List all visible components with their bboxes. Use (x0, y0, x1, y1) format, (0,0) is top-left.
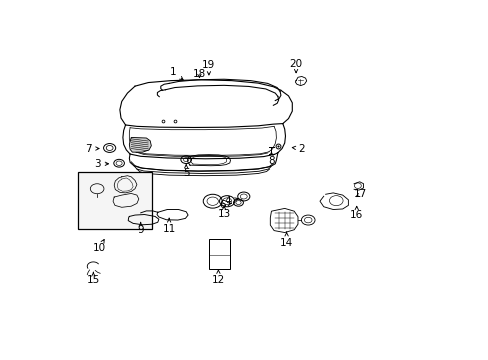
Text: 14: 14 (280, 232, 293, 248)
Text: 20: 20 (289, 59, 302, 73)
Text: 2: 2 (292, 144, 305, 153)
Text: 16: 16 (349, 206, 363, 220)
Text: 5: 5 (183, 165, 189, 179)
Text: 6: 6 (219, 201, 231, 210)
Text: 9: 9 (137, 222, 144, 235)
Text: 17: 17 (353, 189, 366, 199)
Text: 3: 3 (94, 159, 108, 169)
Text: 15: 15 (86, 273, 100, 285)
Text: 12: 12 (211, 270, 224, 285)
Text: 11: 11 (162, 218, 175, 234)
Polygon shape (129, 138, 151, 152)
Text: 10: 10 (92, 239, 105, 253)
Bar (78, 172, 152, 229)
Bar (208, 239, 229, 269)
Text: 13: 13 (217, 206, 230, 219)
Text: 8: 8 (267, 152, 274, 166)
Text: 4: 4 (224, 196, 238, 206)
Text: 1: 1 (169, 67, 183, 80)
Text: 18: 18 (192, 69, 205, 79)
Text: 19: 19 (202, 60, 215, 75)
Text: 7: 7 (85, 144, 99, 153)
